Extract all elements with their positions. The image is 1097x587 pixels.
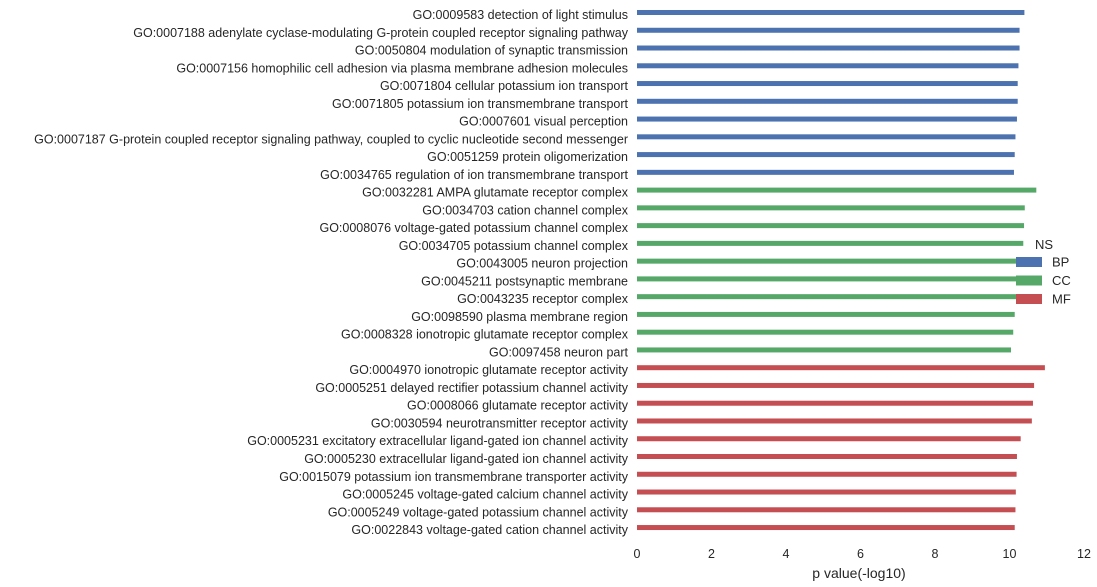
y-tick-label: GO:0015079 potassium ion transmembrane t… <box>279 470 629 484</box>
y-tick-label: GO:0007187 G-protein coupled receptor si… <box>34 132 628 146</box>
y-tick-label: GO:0005245 voltage-gated calcium channel… <box>342 488 628 502</box>
y-tick-label: GO:0008328 ionotropic glutamate receptor… <box>341 328 629 342</box>
x-tick-label: 10 <box>1003 547 1017 561</box>
bar-bp <box>637 134 1016 140</box>
legend-label-bp: BP <box>1052 255 1069 270</box>
y-tick-label: GO:0005249 voltage-gated potassium chann… <box>328 505 629 519</box>
y-tick-label: GO:0007156 homophilic cell adhesion via … <box>176 61 628 75</box>
bar-mf <box>637 489 1016 495</box>
legend-title: NS <box>1035 237 1053 252</box>
x-tick-label: 12 <box>1077 547 1091 561</box>
y-tick-label: GO:0034765 regulation of ion transmembra… <box>320 168 628 182</box>
bar-cc <box>637 294 1018 300</box>
x-tick-labels: 0 2 4 6 8 10 12 <box>634 547 1091 561</box>
bar-bp <box>637 98 1018 104</box>
y-tick-label: GO:0043005 neuron projection <box>456 257 628 271</box>
y-tick-label: GO:0051259 protein oligomerization <box>427 150 628 164</box>
bar-bp <box>637 169 1014 175</box>
y-tick-label: GO:0007188 adenylate cyclase-modulating … <box>133 26 628 40</box>
bar-mf <box>637 382 1035 388</box>
y-tick-label: GO:0022843 voltage-gated cation channel … <box>351 523 628 537</box>
y-tick-label: GO:0097458 neuron part <box>489 345 629 359</box>
y-tick-label: GO:0043235 receptor complex <box>457 292 629 306</box>
bar-cc <box>637 240 1024 246</box>
bar-mf <box>637 471 1017 477</box>
bar-mf <box>637 418 1032 424</box>
y-tick-label: GO:0009583 detection of light stimulus <box>413 8 628 22</box>
bar-cc <box>637 223 1025 229</box>
bar-bp <box>637 63 1019 69</box>
y-tick-label: GO:0005230 extracellular ligand-gated io… <box>304 452 629 466</box>
bar-bp <box>637 10 1025 15</box>
x-tick-label: 4 <box>783 547 790 561</box>
bar-cc <box>637 311 1015 317</box>
bar-mf <box>637 365 1045 371</box>
bar-bp <box>637 81 1018 87</box>
bar-cc <box>637 276 1020 282</box>
bar-bp <box>637 152 1015 158</box>
x-axis-label: p value(-log10) <box>812 565 905 581</box>
y-tick-label: GO:0071804 cellular potassium ion transp… <box>380 79 629 93</box>
legend-swatch-mf <box>1016 294 1042 304</box>
legend-swatch-bp <box>1016 257 1042 267</box>
y-tick-label: GO:0005231 excitatory extracellular liga… <box>247 434 629 448</box>
bar-bp <box>637 116 1017 122</box>
bar-cc <box>637 258 1021 264</box>
legend-swatch-cc <box>1016 275 1042 286</box>
bar-bp <box>637 45 1020 51</box>
y-tick-label: GO:0034705 potassium channel complex <box>399 239 629 253</box>
bars-group <box>637 10 1045 531</box>
y-tick-label: GO:0098590 plasma membrane region <box>411 310 628 324</box>
x-tick-label: 6 <box>857 547 864 561</box>
y-tick-label: GO:0050804 modulation of synaptic transm… <box>355 44 628 58</box>
y-tick-label: GO:0045211 postsynaptic membrane <box>421 274 628 288</box>
y-tick-labels: GO:0009583 detection of light stimulus GO… <box>34 8 629 537</box>
y-tick-label: GO:0005251 delayed rectifier potassium c… <box>315 381 628 395</box>
y-tick-label: GO:0030594 neurotransmitter receptor act… <box>371 416 629 430</box>
y-tick-label: GO:0008066 glutamate receptor activity <box>407 399 629 413</box>
y-tick-label: GO:0007601 visual perception <box>459 115 628 129</box>
bar-mf <box>637 525 1015 531</box>
bar-mf <box>637 400 1033 406</box>
bar-cc <box>637 205 1025 211</box>
bar-mf <box>637 454 1017 459</box>
legend: NS BP CC MF <box>1016 237 1071 307</box>
x-tick-label: 8 <box>932 547 939 561</box>
bar-mf <box>637 507 1016 513</box>
y-tick-label: GO:0034703 cation channel complex <box>422 203 628 217</box>
bar-cc <box>637 329 1014 335</box>
legend-label-mf: MF <box>1052 292 1071 307</box>
bar-mf <box>637 436 1021 442</box>
y-tick-label: GO:0008076 voltage-gated potassium chann… <box>319 221 628 235</box>
y-tick-label: GO:0004970 ionotropic glutamate receptor… <box>349 363 628 377</box>
y-tick-label: GO:0071805 potassium ion transmembrane t… <box>332 97 629 111</box>
y-tick-label: GO:0032281 AMPA glutamate receptor compl… <box>362 186 629 200</box>
legend-label-cc: CC <box>1052 273 1071 288</box>
x-tick-label: 0 <box>634 547 641 561</box>
bar-bp <box>637 27 1020 33</box>
bar-cc <box>637 347 1011 353</box>
bar-cc <box>637 187 1037 193</box>
x-tick-label: 2 <box>708 547 715 561</box>
